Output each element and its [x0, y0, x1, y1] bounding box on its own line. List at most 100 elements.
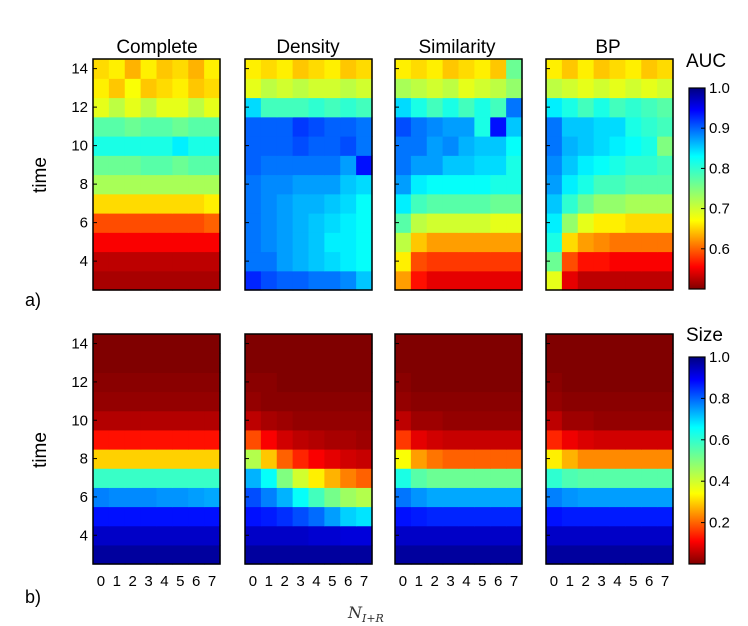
heatmap-cell [188, 410, 205, 431]
heatmap-cell [140, 391, 158, 412]
heatmap-cell [245, 59, 262, 79]
heatmap-cell [324, 78, 341, 99]
heatmap-cell [292, 353, 310, 373]
heatmap-cell [506, 468, 523, 488]
colorbar-size: Size 1.0 0.8 0.6 0.4 0.2 [686, 325, 730, 565]
heatmap-cell [308, 353, 325, 373]
heatmap-cell [490, 78, 507, 99]
heatmap-cell [188, 544, 205, 565]
heatmap-cell [593, 251, 611, 272]
heatmap-cell [641, 136, 658, 156]
heatmap-cell [442, 136, 460, 156]
heatmap-cell [546, 78, 563, 99]
heatmap-cell [108, 213, 126, 233]
heatmap-cell [245, 391, 262, 412]
heatmap-cell [561, 136, 579, 156]
heatmap-cell [156, 334, 173, 354]
heatmap-cell [260, 270, 278, 291]
heatmap-cell [356, 525, 373, 546]
heatmap-cell [442, 97, 460, 118]
heatmap-cell [324, 136, 341, 156]
heatmap-cell [657, 155, 674, 176]
x-tick-label: 0 [550, 573, 558, 590]
heatmap-cell [561, 525, 579, 546]
heatmap-cell [641, 213, 658, 233]
heatmap-cell [260, 78, 278, 99]
heatmap-cell [204, 334, 221, 354]
x-tick-label: 3 [144, 573, 152, 590]
heatmap-cell [506, 251, 523, 272]
heatmap-cell [426, 449, 444, 469]
heatmap-cell [609, 468, 626, 488]
heatmap-cell [490, 449, 507, 469]
heatmap-cell [609, 372, 626, 393]
heatmap-cell [308, 97, 325, 118]
heatmap-cell [490, 544, 507, 565]
heatmap-cell [276, 116, 294, 137]
heatmap-cell [561, 97, 579, 118]
x-tick-label: 5 [176, 573, 184, 590]
panel-label-b: b) [25, 587, 41, 607]
heatmap-cell [474, 410, 491, 431]
heatmap-cell [108, 59, 126, 79]
heatmap-cell [546, 193, 563, 214]
heatmap-cell [577, 78, 595, 99]
heatmap-cell [506, 59, 523, 79]
heatmap-cell [356, 136, 373, 156]
heatmap-cell [474, 353, 491, 373]
heatmap-cell [577, 468, 595, 488]
heatmap-cell [641, 468, 658, 488]
heatmap-cell [292, 193, 310, 214]
heatmap-cell [546, 232, 563, 253]
heatmap-cell [641, 544, 658, 565]
heatmap-cell [426, 544, 444, 565]
heatmap-cell [172, 391, 189, 412]
heatmap-cell [356, 410, 373, 431]
ylabel-bottom: time [30, 432, 51, 468]
title-complete: Complete [116, 37, 197, 58]
heatmap-cell [292, 468, 310, 488]
heatmap-cell [93, 155, 110, 176]
colorbar-auc-label: AUC [686, 51, 726, 72]
heatmap-cell [308, 174, 325, 195]
heatmap-cell [641, 116, 658, 137]
heatmap-cell [490, 116, 507, 137]
heatmap-cell [108, 174, 126, 195]
heatmap-cell [245, 213, 262, 233]
heatmap-cell [426, 487, 444, 508]
x-tick-label: 1 [265, 573, 273, 590]
heatmap-cell [172, 506, 189, 527]
heatmap-cell [506, 270, 523, 291]
heatmap-cell [140, 353, 158, 373]
colorbar-auc: AUC 1.0 0.9 0.8 0.7 0.6 [686, 51, 730, 290]
heatmap-cell [292, 136, 310, 156]
heatmap-cell [245, 251, 262, 272]
heatmap-cell [204, 487, 221, 508]
x-tick-label: 7 [360, 573, 368, 590]
heatmap-cell [108, 372, 126, 393]
heatmap-cell [641, 410, 658, 431]
heatmap-cell [546, 116, 563, 137]
heatmap-cell [641, 97, 658, 118]
heatmap-cell [410, 136, 428, 156]
colorbar-tick-label: 0.9 [709, 120, 730, 137]
heatmap-cell [356, 353, 373, 373]
heatmap-cell [625, 334, 642, 354]
heatmap-cell [506, 372, 523, 393]
heatmap-cell [276, 59, 294, 79]
heatmap-cell [292, 429, 310, 450]
heatmap-cell [276, 334, 294, 354]
heatmap-cell [156, 506, 173, 527]
heatmap-cell [474, 213, 491, 233]
x-tick-label: 1 [113, 573, 121, 590]
heatmap-cell [340, 391, 357, 412]
heatmap-cell [276, 449, 294, 469]
heatmap-cell [641, 270, 658, 291]
heatmap-cell [546, 468, 563, 488]
heatmap-cell [609, 174, 626, 195]
heatmap-cell [172, 97, 189, 118]
x-tick-label: 0 [399, 573, 407, 590]
heatmap-cell [561, 429, 579, 450]
heatmap-cell [577, 449, 595, 469]
